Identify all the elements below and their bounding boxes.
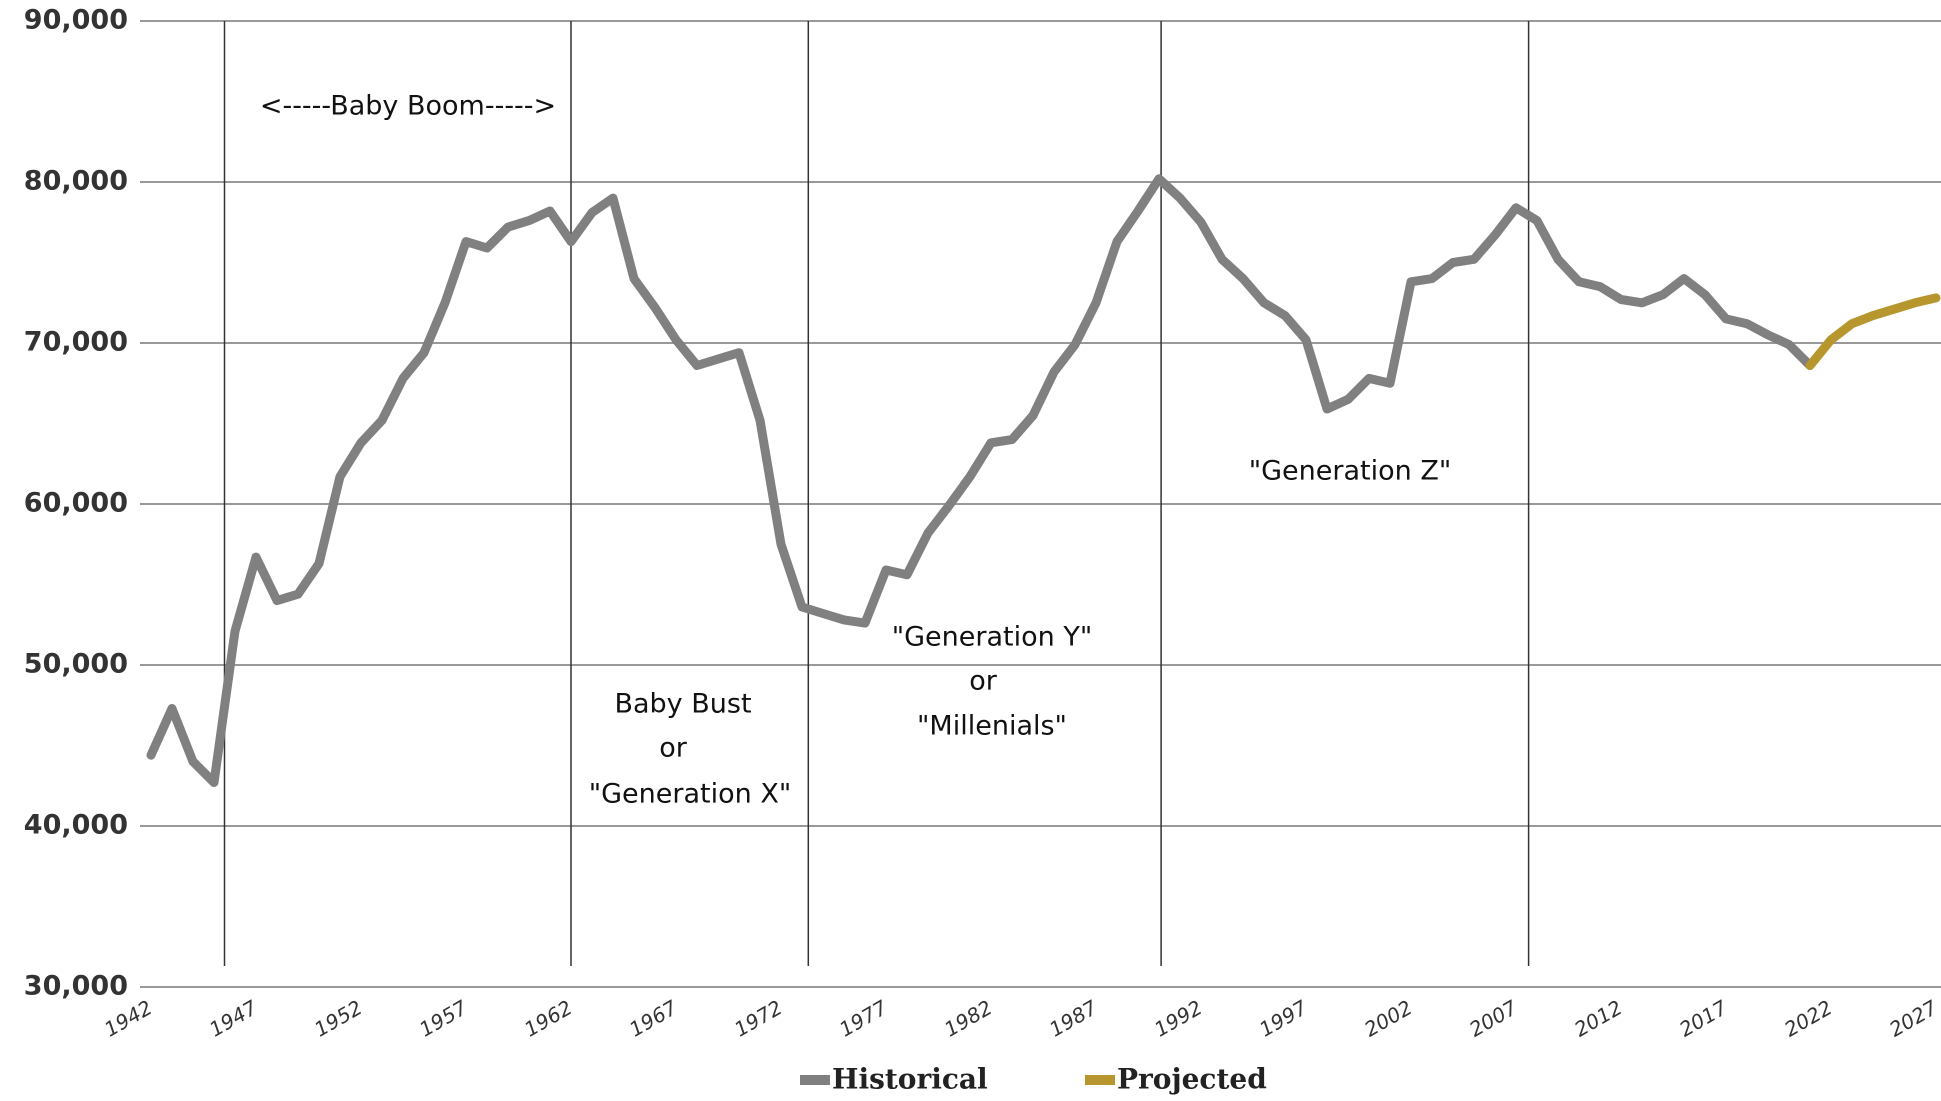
x-tick-label: 1977 <box>835 995 891 1041</box>
series-line <box>1805 293 1941 370</box>
x-tick-label: 2027 <box>1885 995 1941 1041</box>
x-tick-label: 2017 <box>1675 995 1731 1041</box>
x-tick-label: 1962 <box>520 995 576 1041</box>
legend-label: Historical <box>832 1063 988 1096</box>
x-tick-label: 1952 <box>310 995 366 1041</box>
x-tick-label: 1967 <box>625 995 681 1041</box>
x-tick-label: 1942 <box>100 995 156 1041</box>
x-tick-label: 1992 <box>1150 995 1206 1041</box>
annotation: "Generation Y" <box>892 622 1093 653</box>
y-tick-label: 50,000 <box>24 649 128 680</box>
y-tick-label: 60,000 <box>24 488 128 519</box>
legend-swatch <box>800 1075 830 1085</box>
x-tick-label: 1982 <box>940 995 996 1041</box>
annotation: "Generation X" <box>589 779 792 810</box>
annotation: "Generation Z" <box>1249 456 1452 487</box>
x-tick-label: 1972 <box>730 995 786 1041</box>
annotation: or <box>969 666 998 697</box>
x-tick-label: 2007 <box>1465 995 1521 1041</box>
annotation: Baby Bust <box>614 689 751 720</box>
annotation: <-----Baby Boom-----> <box>260 91 556 122</box>
x-tick-label: 1997 <box>1255 995 1311 1041</box>
y-tick-label: 90,000 <box>24 5 128 36</box>
y-tick-label: 30,000 <box>24 971 128 1002</box>
x-tick-label: 1987 <box>1045 995 1101 1041</box>
y-tick-label: 40,000 <box>24 810 128 841</box>
annotation: or <box>659 733 688 764</box>
legend-label: Projected <box>1117 1063 1267 1096</box>
x-tick-label: 1947 <box>205 995 261 1041</box>
legend-swatch <box>1085 1075 1115 1085</box>
y-tick-label: 80,000 <box>24 166 128 197</box>
series-line <box>146 174 1815 787</box>
y-tick-label: 70,000 <box>24 327 128 358</box>
annotation: "Millenials" <box>917 711 1067 742</box>
x-tick-label: 1957 <box>415 995 471 1041</box>
x-tick-label: 2012 <box>1570 995 1626 1041</box>
x-tick-label: 2002 <box>1360 995 1416 1041</box>
x-tick-label: 2022 <box>1780 995 1836 1041</box>
